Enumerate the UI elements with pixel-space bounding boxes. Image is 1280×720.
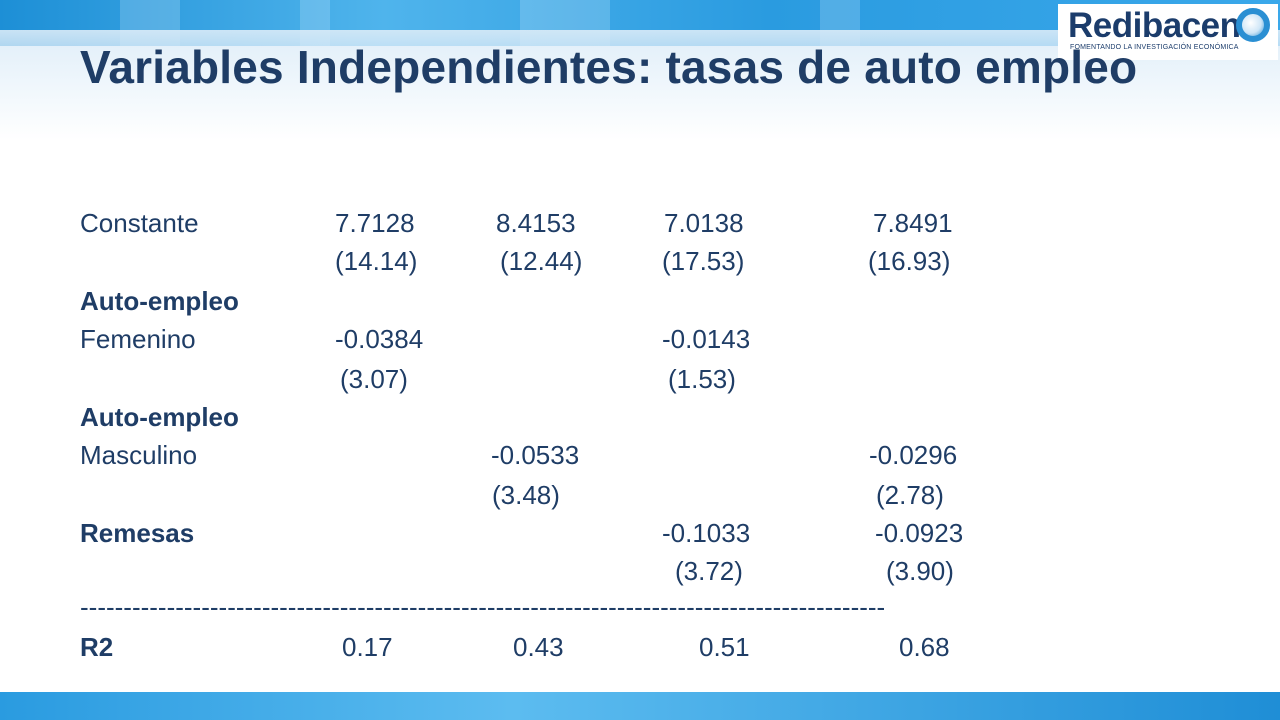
femenino-col3: -0.0143: [662, 324, 751, 354]
slide-title: Variables Independientes: tasas de auto …: [80, 41, 1138, 93]
remesas-tstat-col4: (3.90): [886, 556, 954, 586]
constante-tstat-col2: (12.44): [500, 246, 583, 276]
row-label-remesas: Remesas: [80, 518, 195, 548]
remesas-tstat-col3: (3.72): [675, 556, 743, 586]
row-label-constante: Constante: [80, 208, 199, 238]
masculino-tstat-col4: (2.78): [876, 480, 944, 510]
femenino-tstat-col1: (3.07): [340, 364, 408, 394]
redibacen-logo: Redibacen FOMENTANDO LA INVESTIGACIÓN EC…: [1058, 4, 1278, 60]
femenino-col1: -0.0384: [335, 324, 424, 354]
femenino-tstat-col3: (1.53): [668, 364, 736, 394]
masculino-col2: -0.0533: [491, 440, 580, 470]
constante-col1: 7.7128: [335, 208, 415, 238]
bottom-decorative-band: [0, 692, 1280, 720]
constante-col4: 7.8491: [873, 208, 953, 238]
row-heading-auto-empleo-masculino: Auto-empleo: [80, 402, 239, 432]
row-label-femenino: Femenino: [80, 324, 196, 354]
row-label-r2: R2: [80, 632, 114, 662]
row-label-masculino: Masculino: [80, 440, 198, 470]
constante-col3: 7.0138: [664, 208, 744, 238]
constante-tstat-col4: (16.93): [868, 246, 951, 276]
remesas-col4: -0.0923: [875, 518, 964, 548]
logo-tagline: FOMENTANDO LA INVESTIGACIÓN ECONÓMICA: [1070, 44, 1239, 51]
constante-col2: 8.4153: [496, 208, 576, 238]
row-heading-auto-empleo-femenino: Auto-empleo: [80, 286, 239, 316]
r2-col2: 0.43: [513, 632, 564, 662]
table-separator-rule: ----------------------------------------…: [80, 592, 886, 622]
r2-col4: 0.68: [899, 632, 950, 662]
r2-col3: 0.51: [699, 632, 750, 662]
globe-ring-icon: [1236, 8, 1270, 42]
remesas-col3: -0.1033: [662, 518, 751, 548]
constante-tstat-col3: (17.53): [662, 246, 745, 276]
logo-name: Redibacen: [1068, 6, 1241, 45]
constante-tstat-col1: (14.14): [335, 246, 418, 276]
masculino-tstat-col2: (3.48): [492, 480, 560, 510]
r2-col1: 0.17: [342, 632, 393, 662]
masculino-col4: -0.0296: [869, 440, 958, 470]
